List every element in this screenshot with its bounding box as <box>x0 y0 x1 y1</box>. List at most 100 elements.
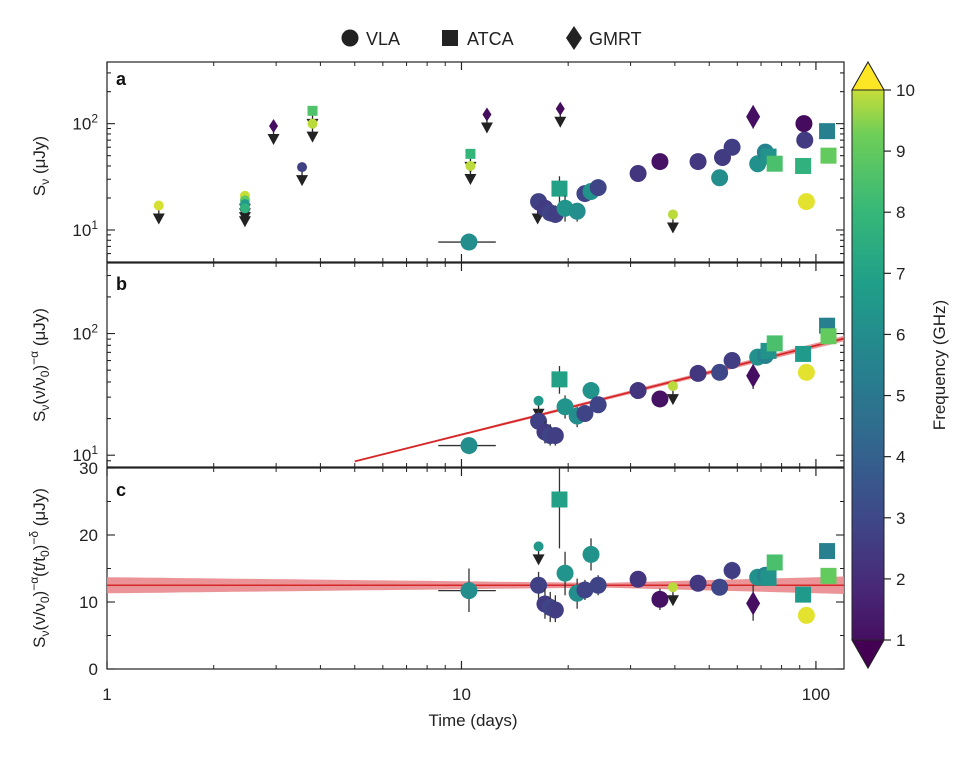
x-tick-label: 10 <box>452 685 471 704</box>
colorbar-top-extension <box>851 60 885 91</box>
panel-a-ylabel: Sν (μJy) <box>30 136 52 196</box>
vla-point <box>689 364 707 382</box>
upper-limit-arrow <box>666 222 679 234</box>
atca-limit-point <box>307 105 318 116</box>
vla-point <box>651 390 669 408</box>
colorbar-tick-label: 7 <box>896 264 905 283</box>
colorbar-label: Frequency (GHz) <box>930 300 949 430</box>
vla-point <box>460 437 478 455</box>
vla-point <box>711 169 729 187</box>
atca-point <box>820 567 837 584</box>
vla-limit-point <box>533 395 544 406</box>
atca-point <box>795 345 812 362</box>
legend-vla-marker <box>341 29 359 47</box>
vla-point <box>546 601 564 619</box>
panel-a-points <box>152 101 837 251</box>
vla-limit-point <box>667 209 678 220</box>
y-tick-label: 10 <box>79 593 98 612</box>
vla-point <box>723 138 741 156</box>
x-axis-label: Time (days) <box>428 711 517 730</box>
vla-point <box>576 581 594 599</box>
vla-point <box>796 131 814 149</box>
colorbar: 1 2 3 4 5 6 7 8 9 10 Frequency (GHz) <box>851 60 949 670</box>
panel-b-letter: b <box>116 274 127 294</box>
gmrt-limit-point <box>555 101 565 116</box>
panel-b-points <box>438 317 837 455</box>
y-tick-label: 102 <box>72 322 98 344</box>
vla-point <box>460 582 478 600</box>
legend-gmrt-marker <box>566 26 582 50</box>
vla-point <box>629 570 647 588</box>
atca-point <box>551 180 568 197</box>
colorbar-bottom-extension <box>851 639 885 670</box>
vla-point <box>723 562 741 580</box>
atca-point <box>766 335 783 352</box>
vla-point <box>582 382 600 400</box>
vla-point <box>556 564 574 582</box>
upper-limit-arrow <box>532 554 545 566</box>
legend-vla-label: VLA <box>366 29 400 49</box>
vla-limit-point <box>297 162 308 173</box>
legend-atca-marker <box>442 30 458 46</box>
vla-point <box>589 576 607 594</box>
panel-b-frame <box>106 262 845 468</box>
vla-limit-point <box>239 203 250 214</box>
atca-point <box>820 328 837 345</box>
atca-point <box>820 147 837 164</box>
atca-point <box>551 371 568 388</box>
gmrt-limit-point <box>482 107 492 122</box>
vla-point <box>582 545 600 563</box>
vla-limit-point <box>307 118 318 129</box>
atca-point <box>766 554 783 571</box>
y-tick-label: 101 <box>72 443 98 465</box>
upper-limit-arrow <box>666 595 679 607</box>
vla-point <box>689 153 707 171</box>
colorbar-tick-label: 9 <box>896 142 905 161</box>
atca-point <box>819 543 836 560</box>
vla-point <box>568 202 586 220</box>
colorbar-tick-label: 2 <box>896 570 905 589</box>
colorbar-tick-label: 4 <box>896 448 905 467</box>
legend: VLA ATCA GMRT <box>341 26 642 50</box>
gmrt-point <box>746 363 761 388</box>
vla-point <box>711 578 729 596</box>
vla-point <box>576 405 594 423</box>
upper-limit-arrow <box>531 213 544 225</box>
atca-point <box>795 157 812 174</box>
panel-c-points <box>438 468 837 624</box>
vla-limit-point <box>667 582 678 593</box>
vla-point <box>797 193 815 211</box>
panel-b-ylabel: Sν(ν/ν0)−α (μJy) <box>27 308 52 422</box>
atca-point <box>766 155 783 172</box>
vla-point <box>711 363 729 381</box>
panel-a-frame <box>106 61 845 263</box>
vla-limit-point <box>533 541 544 552</box>
upper-limit-arrow <box>238 216 251 228</box>
x-tick-label: 1 <box>102 685 111 704</box>
colorbar-tick-label: 8 <box>896 203 905 222</box>
vla-limit-point <box>153 200 164 211</box>
vla-point <box>629 164 647 182</box>
atca-limit-point <box>465 148 476 159</box>
legend-gmrt-label: GMRT <box>589 29 642 49</box>
upper-limit-arrow <box>267 134 280 146</box>
y-tick-label: 0 <box>89 660 98 679</box>
y-tick-label: 30 <box>79 459 98 478</box>
vla-point <box>689 574 707 592</box>
atca-point <box>819 123 836 140</box>
colorbar-tick-label: 1 <box>896 631 905 650</box>
gmrt-limit-point <box>269 119 279 134</box>
y-tick-label: 20 <box>79 526 98 545</box>
atca-point <box>551 491 568 508</box>
vla-limit-point <box>465 160 476 171</box>
vla-point <box>589 179 607 197</box>
vla-point <box>723 352 741 370</box>
y-tick-label: 101 <box>72 218 98 240</box>
gmrt-point <box>746 591 761 616</box>
upper-limit-arrow <box>152 213 165 225</box>
vla-point <box>797 363 815 381</box>
colorbar-ticks: 1 2 3 4 5 6 7 8 9 10 <box>884 81 915 650</box>
colorbar-tick-label: 3 <box>896 509 905 528</box>
vla-point <box>797 606 815 624</box>
